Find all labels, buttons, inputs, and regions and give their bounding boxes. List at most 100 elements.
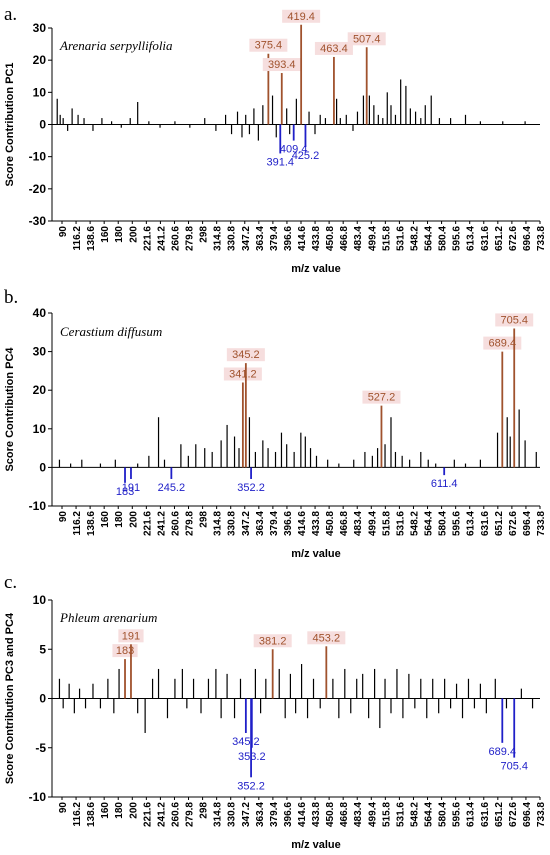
x-tick-label: 414.6 xyxy=(297,511,308,536)
peak-label-background xyxy=(223,367,262,381)
x-tick-label: 433.8 xyxy=(311,511,322,536)
panel-label: a. xyxy=(4,4,17,25)
x-tick-label: 160 xyxy=(100,226,111,243)
species-name: Arenaria serpyllifolia xyxy=(59,38,173,53)
negative-peak-label: 183 xyxy=(116,486,134,498)
positive-peak-label: 463.4 xyxy=(320,43,348,55)
x-tick-label: 241.2 xyxy=(156,802,167,827)
x-tick-label: 466.8 xyxy=(339,802,350,827)
negative-peak-label: 245.2 xyxy=(158,482,186,494)
x-tick-label: 531.6 xyxy=(395,802,406,827)
y-tick-label: -10 xyxy=(29,150,47,164)
peak-label-background xyxy=(347,32,386,46)
x-tick-label: 260.6 xyxy=(170,802,181,827)
x-tick-label: 241.2 xyxy=(156,226,167,251)
positive-peak-label: 191 xyxy=(122,630,140,642)
y-tick-label: -10 xyxy=(29,499,47,513)
x-tick-label: 200 xyxy=(128,511,139,528)
x-tick-label: 116.2 xyxy=(72,802,83,827)
x-tick-label: 221.6 xyxy=(142,511,153,536)
x-tick-label: 580.4 xyxy=(438,802,449,827)
x-tick-label: 330.8 xyxy=(227,226,238,251)
x-tick-label: 314.8 xyxy=(213,511,224,536)
x-tick-label: 160 xyxy=(100,802,111,819)
x-tick-label: 564.4 xyxy=(424,511,435,536)
x-tick-label: 672.6 xyxy=(508,511,519,536)
y-tick-label: 10 xyxy=(33,85,47,99)
peak-label-background xyxy=(118,629,144,643)
x-tick-label: 221.6 xyxy=(142,802,153,827)
positive-peak-label: 527.2 xyxy=(368,392,396,404)
y-tick-label: 20 xyxy=(33,383,47,397)
x-tick-label: 548.2 xyxy=(409,226,420,251)
panel-label: b. xyxy=(4,287,18,308)
peak-label-background xyxy=(253,634,292,648)
x-tick-label: 499.4 xyxy=(367,226,378,251)
x-tick-label: 564.4 xyxy=(424,802,435,827)
x-tick-label: 347.2 xyxy=(241,511,252,536)
x-tick-label: 483.4 xyxy=(353,226,364,251)
y-tick-label: 30 xyxy=(33,21,47,35)
peak-label-background xyxy=(249,38,288,52)
x-tick-label: 298 xyxy=(199,226,210,243)
chart-panel-2: b. 40 30 20 10 0 -10 Score Contribution PC4 90 11… xyxy=(4,287,547,560)
negative-peak-label: 611.4 xyxy=(431,478,458,490)
x-tick-label: 450.8 xyxy=(325,511,336,536)
x-tick-label: 733.8 xyxy=(536,511,547,536)
x-tick-label: 433.8 xyxy=(311,802,322,827)
y-tick-label: 10 xyxy=(33,593,47,607)
x-tick-label: 241.2 xyxy=(156,511,167,536)
y-axis-title: Score Contribution PC4 xyxy=(4,347,16,472)
x-tick-label: 314.8 xyxy=(213,226,224,251)
x-tick-label: 379.4 xyxy=(269,802,280,827)
x-tick-label: 733.8 xyxy=(536,226,547,251)
species-name: Cerastium diffusum xyxy=(60,324,162,339)
peak-label-background xyxy=(483,336,522,350)
x-tick-label: 483.4 xyxy=(353,511,364,536)
x-tick-label: 672.6 xyxy=(508,226,519,251)
y-tick-label: 0 xyxy=(39,692,46,706)
x-tick-label: 160 xyxy=(100,511,111,528)
x-tick-label: 515.8 xyxy=(381,226,392,251)
negative-peak-label: 391.4 xyxy=(267,156,295,168)
x-tick-label: 733.8 xyxy=(536,802,547,827)
x-tick-label: 466.8 xyxy=(339,511,350,536)
x-axis-title: m/z value xyxy=(291,548,341,560)
x-tick-label: 433.8 xyxy=(311,226,322,251)
x-tick-label: 548.2 xyxy=(409,802,420,827)
x-tick-label: 631.6 xyxy=(480,226,491,251)
y-tick-label: 10 xyxy=(33,422,47,436)
x-tick-label: 90 xyxy=(58,802,69,814)
positive-peak-label: 345.2 xyxy=(232,349,260,361)
x-tick-label: 483.4 xyxy=(353,802,364,827)
negative-peak-label: 425.2 xyxy=(292,150,320,162)
x-tick-label: 396.6 xyxy=(283,802,294,827)
x-tick-label: 363.4 xyxy=(255,802,266,827)
y-tick-label: -5 xyxy=(35,741,46,755)
chart-panel-1: a. 30 20 10 0 -10 -20 -30 Score Contribution PC1… xyxy=(4,4,547,275)
x-tick-label: 90 xyxy=(58,511,69,523)
x-tick-label: 330.8 xyxy=(227,511,238,536)
positive-peak-label: 689.4 xyxy=(489,338,517,350)
x-tick-label: 450.8 xyxy=(325,802,336,827)
peak-label-background xyxy=(282,9,321,23)
negative-peak-label: 705.4 xyxy=(500,761,528,773)
y-tick-label: 40 xyxy=(33,306,47,320)
positive-peak-label: 393.4 xyxy=(268,59,296,71)
x-tick-label: 180 xyxy=(114,226,125,243)
positive-peak-label: 183 xyxy=(116,645,134,657)
x-tick-label: 696.4 xyxy=(522,511,533,536)
y-axis-title: Score Contribution PC1 xyxy=(4,62,16,186)
x-tick-label: 580.4 xyxy=(438,511,449,536)
x-tick-label: 651.2 xyxy=(494,511,505,536)
x-tick-label: 450.8 xyxy=(325,226,336,251)
y-tick-label: -10 xyxy=(29,790,47,804)
x-tick-label: 330.8 xyxy=(227,802,238,827)
x-tick-label: 347.2 xyxy=(241,226,252,251)
x-tick-label: 279.8 xyxy=(185,511,196,536)
species-name: Phleum arenarium xyxy=(59,610,157,625)
x-tick-label: 651.2 xyxy=(494,226,505,251)
positive-peak-label: 341.2 xyxy=(229,368,257,380)
peak-label-background xyxy=(307,631,346,645)
positive-peak-label: 453.2 xyxy=(313,632,341,644)
